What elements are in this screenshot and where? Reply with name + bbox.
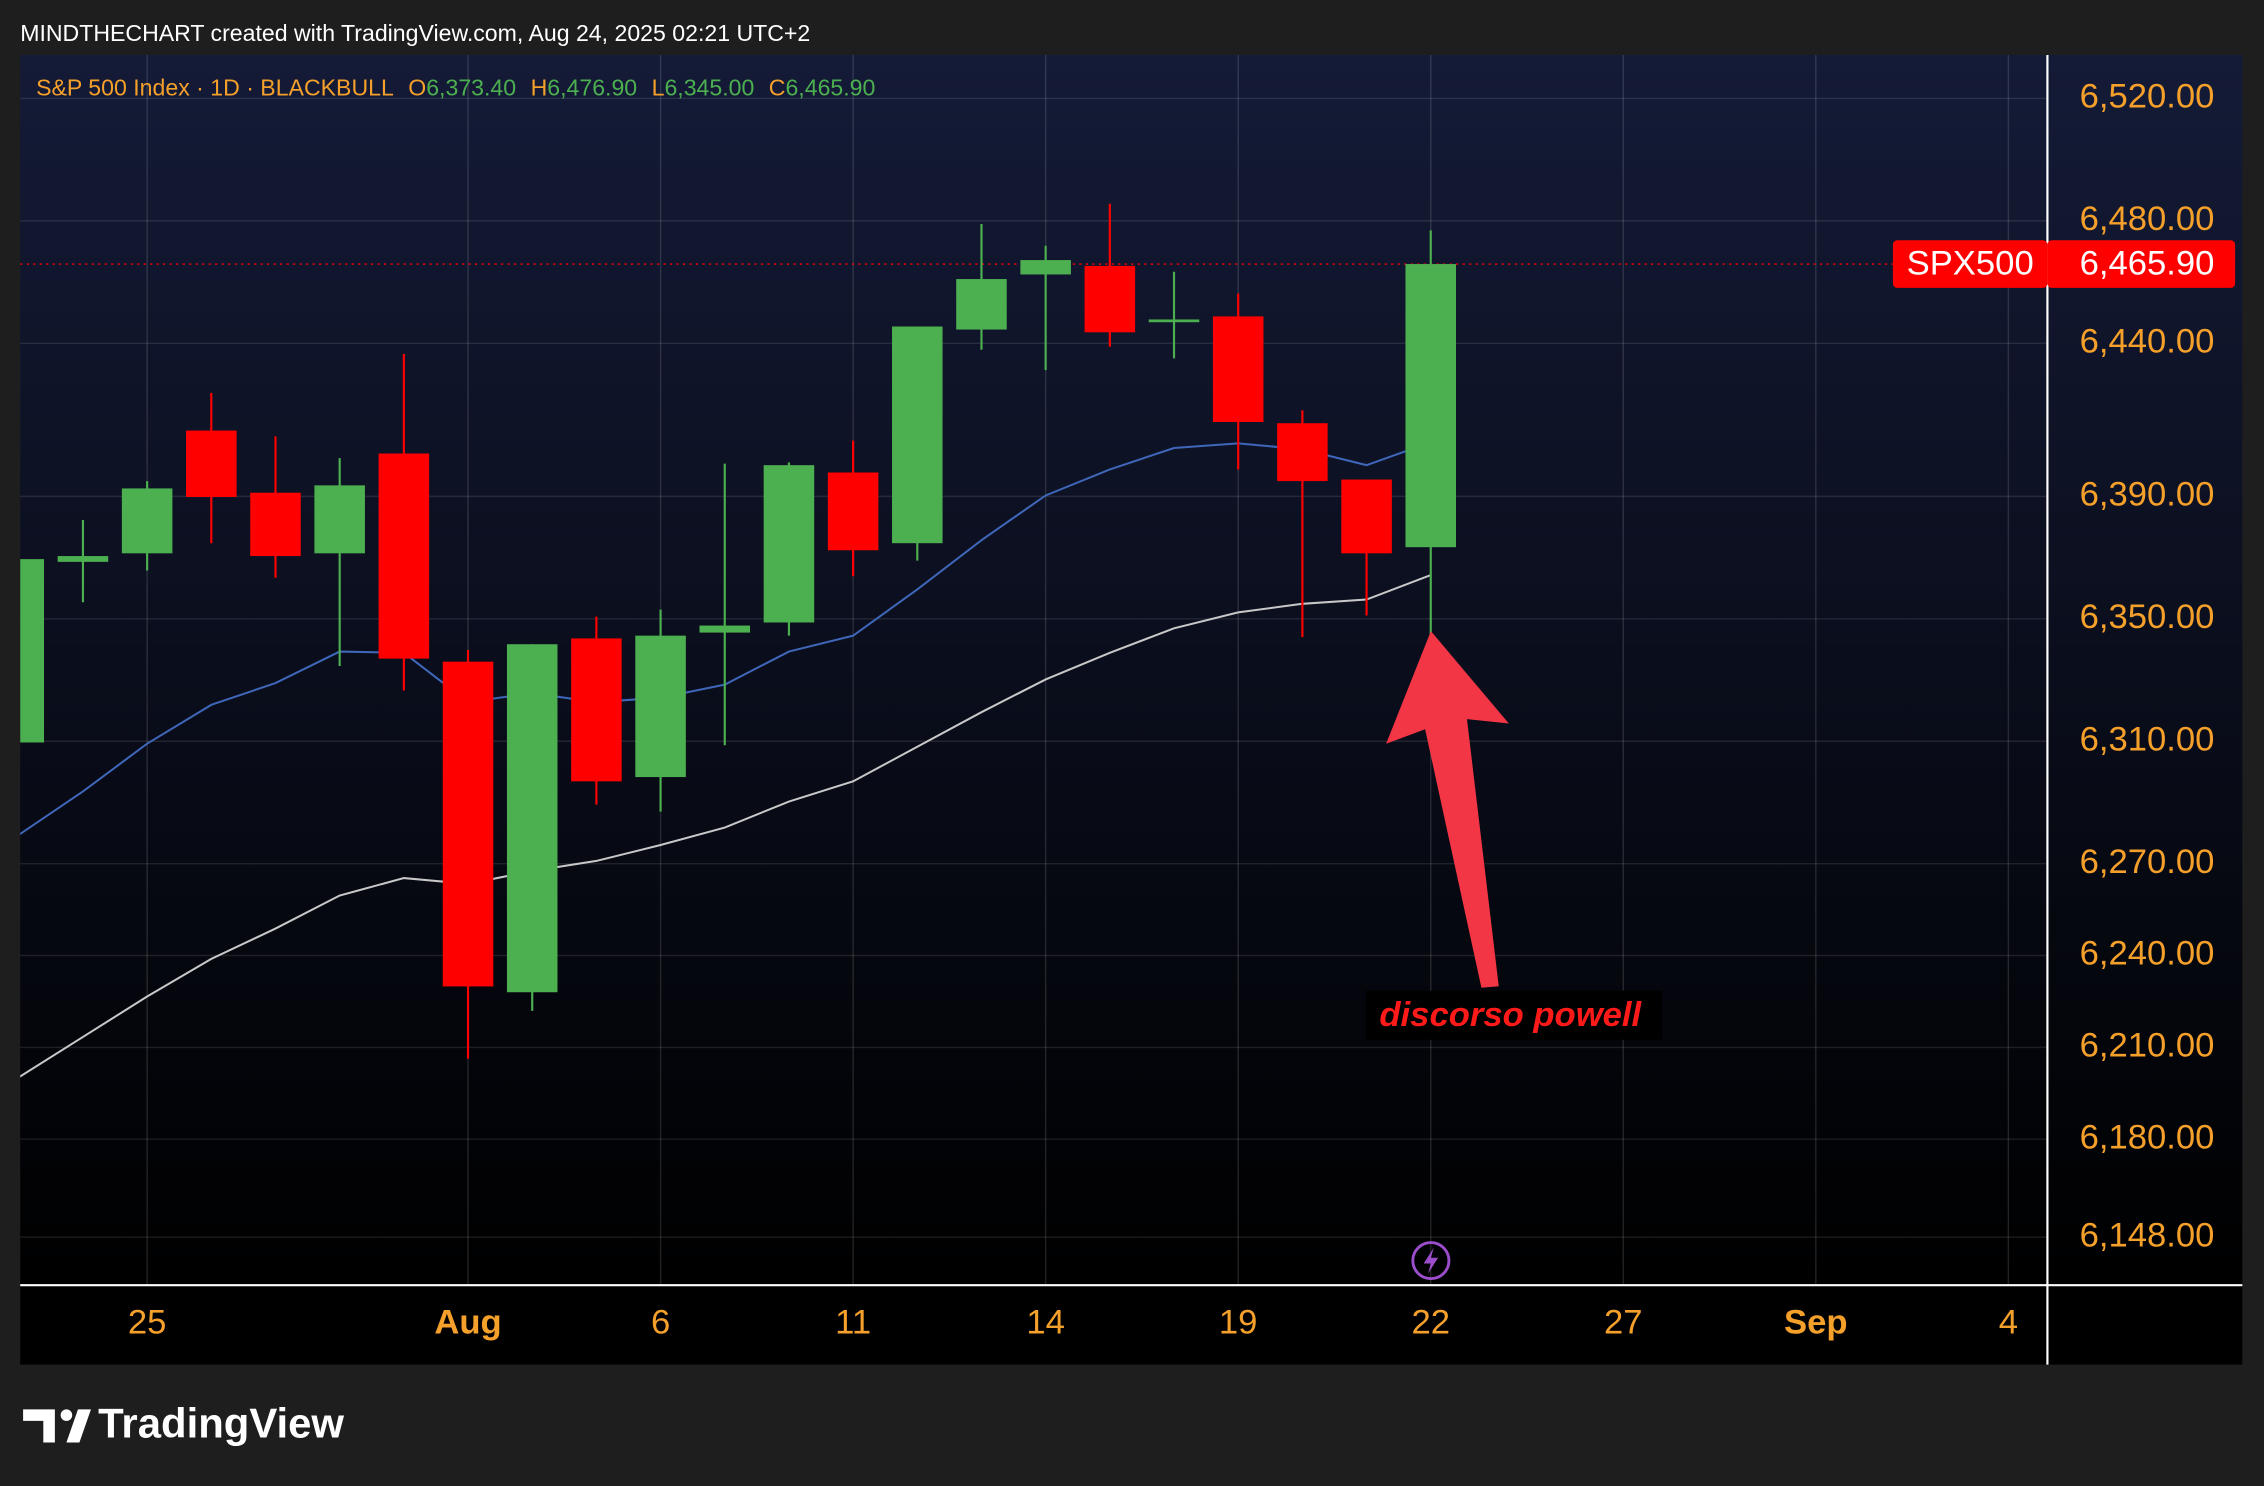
candle-body[interactable] [635, 635, 686, 778]
time-axis-background [20, 1285, 2243, 1365]
y-tick-label: 6,148.00 [2080, 1216, 2215, 1254]
x-tick-label: 25 [128, 1303, 167, 1341]
candle-body[interactable] [121, 488, 173, 554]
legend-value: 6,465.90 [785, 75, 875, 101]
y-tick-label: 6,480.00 [2080, 200, 2215, 238]
y-tick-label: 6,440.00 [2080, 322, 2215, 360]
brand: TradingView [98, 1400, 344, 1447]
y-tick-label: 6,180.00 [2080, 1118, 2215, 1156]
annotation-box [1365, 990, 1662, 1040]
plot-background [20, 54, 2243, 1286]
x-tick-label: 14 [1026, 1303, 1065, 1341]
x-tick-label: 4 [1999, 1303, 2018, 1341]
annotation: discorso powell [1379, 996, 1642, 1034]
axes: 6,520.00 6,480.00 6,440.00 6,390.00 6,350.00… [128, 78, 2236, 1341]
candle-body[interactable] [1212, 316, 1264, 422]
brand-logo-dot [60, 1409, 73, 1421]
y-tick-label: 6,240.00 [2080, 935, 2215, 973]
candle-body[interactable] [442, 661, 494, 987]
candle-body[interactable] [57, 556, 109, 562]
x-tick-label: Aug [434, 1303, 501, 1341]
candle-body[interactable] [699, 625, 751, 633]
credit: MINDTHECHART created with TradingView.co… [20, 20, 810, 46]
x-tick-label: 11 [835, 1303, 871, 1341]
candle-body[interactable] [378, 453, 430, 659]
x-tick-label: 19 [1219, 1303, 1258, 1341]
candle-body[interactable] [186, 430, 237, 497]
brand-logo [23, 1409, 91, 1443]
y-tick-label: 6,210.00 [2080, 1026, 2215, 1064]
legend-title: S&P 500 Index · 1D · BLACKBULL [36, 75, 394, 101]
legend-value: 6,345.00 [664, 75, 754, 101]
annotation-arrow [1386, 631, 1509, 988]
legend-key: O [408, 75, 426, 101]
candle-body[interactable] [1405, 264, 1457, 548]
moving-average-line [20, 574, 1432, 1078]
price-tag-name: SPX500 [1907, 245, 2034, 283]
x-tick-label: 6 [651, 1303, 670, 1341]
candle-body[interactable] [1148, 319, 1200, 323]
candle-body[interactable] [1341, 479, 1392, 554]
candle-body[interactable] [250, 492, 301, 557]
event-icon[interactable] [1411, 1241, 1451, 1281]
candle-body[interactable] [892, 326, 943, 544]
candle-body[interactable] [506, 644, 558, 993]
legend-value: 6,373.40 [426, 75, 516, 101]
plot [0, 203, 2048, 1078]
legend-value: 6,476.90 [547, 75, 637, 101]
y-tick-label: 6,520.00 [2080, 78, 2215, 116]
candle-body[interactable] [763, 465, 815, 623]
x-tick-label: 27 [1604, 1303, 1643, 1341]
x-tick-label: 22 [1411, 1303, 1450, 1341]
legend-key: H [531, 75, 548, 101]
candle-body[interactable] [1084, 265, 1136, 333]
x-tick-label: Sep [1784, 1303, 1848, 1341]
event-icon-bolt [1423, 1247, 1439, 1274]
y-tick-label: 6,350.00 [2080, 598, 2215, 636]
candle-body[interactable] [0, 559, 45, 743]
y-tick-label: 6,310.00 [2080, 720, 2215, 758]
price-tag-value: 6,465.90 [2080, 245, 2215, 283]
candle-body[interactable] [827, 472, 879, 551]
price-tag-value-box [2047, 240, 2236, 288]
y-tick-label: 6,270.00 [2080, 843, 2215, 881]
candle-body[interactable] [314, 485, 365, 554]
ohlc-legend: S&P 500 Index · 1D · BLACKBULL O6,373.40 H… [36, 75, 875, 101]
legend-key: L [652, 75, 665, 101]
candle-body[interactable] [956, 279, 1007, 330]
grid [20, 54, 2048, 1286]
y-tick-label: 6,390.00 [2080, 476, 2215, 514]
price-tag-name-box [1892, 240, 2048, 288]
candle-body[interactable] [571, 638, 622, 782]
legend-key: C [769, 75, 786, 101]
candle-body[interactable] [1277, 423, 1328, 482]
candle-body[interactable] [1020, 260, 1071, 275]
